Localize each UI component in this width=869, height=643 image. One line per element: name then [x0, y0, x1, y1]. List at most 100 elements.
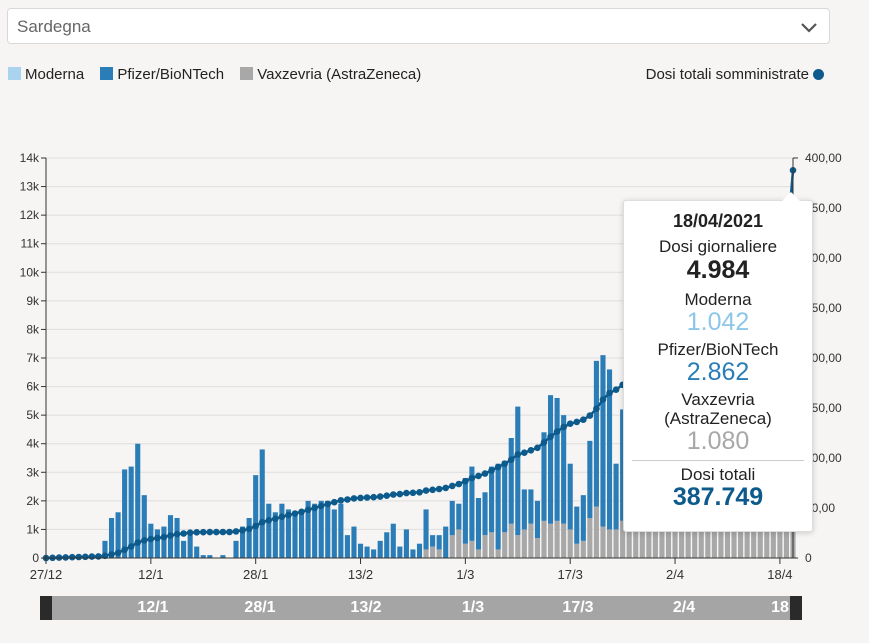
bar-pfizer-biontech — [561, 415, 567, 524]
total-doses-point — [566, 420, 574, 428]
bar-vaxzevria-astrazeneca — [679, 509, 685, 558]
chevron-down-icon[interactable] — [799, 17, 819, 37]
bar-vaxzevria-astrazeneca — [515, 535, 521, 558]
bar-pfizer-biontech — [574, 506, 580, 544]
x-tick-label: 28/1 — [243, 567, 268, 582]
y-right-tick-label: 150,00 — [805, 401, 842, 415]
legend-item-pfizer[interactable]: Pfizer/BioNTech — [100, 66, 224, 83]
total-doses-point — [114, 549, 122, 557]
total-doses-point — [272, 515, 279, 522]
legend-label-total-doses: Dosi totali somministrate — [645, 66, 809, 83]
y-left-tick-label: 13k — [20, 180, 40, 194]
bar-pfizer-biontech — [554, 398, 560, 521]
bar-pfizer-biontech — [515, 406, 521, 536]
total-doses-point — [383, 492, 391, 500]
chart-legend: Moderna Pfizer/BioNTech Vaxzevria (Astra… — [8, 66, 433, 83]
legend-item-astrazeneca[interactable]: Vaxzevria (AstraZeneca) — [240, 66, 421, 83]
bar-vaxzevria-astrazeneca — [777, 523, 783, 558]
y-left-tick-label: 3k — [26, 465, 40, 479]
bar-pfizer-biontech — [305, 500, 311, 558]
y-left-tick-label: 14k — [20, 151, 40, 165]
bar-pfizer-biontech — [357, 543, 364, 558]
bar-pfizer-biontech — [364, 546, 370, 558]
range-navigator[interactable]: 12/1 28/1 13/2 1/3 17/3 2/4 18 — [40, 596, 802, 620]
bar-vaxzevria-astrazeneca — [580, 540, 586, 558]
total-doses-point — [147, 535, 155, 543]
bar-pfizer-biontech — [246, 518, 252, 558]
total-doses-point — [501, 460, 508, 468]
total-doses-point — [586, 412, 594, 419]
bar-vaxzevria-astrazeneca — [587, 518, 593, 558]
bar-pfizer-biontech — [403, 529, 409, 558]
bar-pfizer-biontech — [567, 463, 573, 530]
total-doses-point — [265, 517, 273, 524]
bar-vaxzevria-astrazeneca — [449, 535, 455, 558]
bar-vaxzevria-astrazeneca — [757, 515, 763, 558]
total-doses-point — [422, 487, 430, 494]
total-doses-point — [258, 518, 266, 526]
bar-pfizer-biontech — [174, 518, 180, 558]
navigator-handle-right[interactable] — [790, 596, 802, 620]
bar-vaxzevria-astrazeneca — [744, 506, 750, 558]
y-left-tick-label: 11k — [21, 237, 40, 251]
bar-pfizer-biontech — [593, 360, 599, 507]
bar-vaxzevria-astrazeneca — [751, 515, 757, 558]
bar-pfizer-biontech — [272, 512, 278, 558]
total-doses-point — [121, 546, 128, 553]
region-select-value: Sardegna — [17, 17, 91, 36]
total-doses-point — [239, 527, 246, 534]
legend-item-moderna[interactable]: Moderna — [8, 66, 84, 83]
total-doses-point — [317, 502, 325, 510]
legend-item-total-doses[interactable]: Dosi totali somministrate — [646, 66, 824, 83]
bar-pfizer-biontech — [390, 523, 396, 558]
tooltip-pfizer-label: Pfizer/BioNTech — [657, 340, 779, 359]
legend-label-moderna: Moderna — [25, 66, 85, 83]
total-doses-point — [409, 489, 417, 497]
bar-pfizer-biontech — [161, 526, 167, 558]
bar-pfizer-biontech — [194, 546, 200, 558]
bar-pfizer-biontech — [502, 460, 508, 533]
bar-pfizer-biontech — [613, 463, 619, 530]
bar-pfizer-biontech — [371, 549, 377, 558]
bar-pfizer-biontech — [181, 540, 187, 558]
bar-pfizer-biontech — [154, 529, 160, 558]
bar-vaxzevria-astrazeneca — [574, 543, 580, 558]
bar-vaxzevria-astrazeneca — [698, 518, 704, 558]
bar-pfizer-biontech — [279, 503, 285, 558]
bar-vaxzevria-astrazeneca — [606, 529, 613, 558]
bar-vaxzevria-astrazeneca — [646, 518, 652, 558]
tooltip-date: 18/04/2021 — [672, 211, 764, 231]
total-doses-point — [298, 508, 305, 516]
bar-pfizer-biontech — [344, 535, 350, 558]
total-doses-point — [488, 467, 495, 474]
tooltip-daily-value: 4.984 — [686, 256, 750, 284]
total-doses-point — [455, 480, 463, 488]
bar-vaxzevria-astrazeneca — [783, 523, 790, 558]
total-doses-point — [612, 386, 620, 394]
chart-tooltip: 18/04/2021 Dosi giornaliere 4.984 Modern… — [623, 192, 813, 532]
bar-pfizer-biontech — [292, 512, 298, 558]
x-tick-label: 27/12 — [30, 567, 63, 582]
bar-pfizer-biontech — [312, 503, 318, 558]
total-doses-point — [199, 528, 207, 536]
bar-vaxzevria-astrazeneca — [770, 518, 776, 558]
bar-vaxzevria-astrazeneca — [534, 538, 541, 558]
bar-vaxzevria-astrazeneca — [764, 520, 770, 558]
region-select[interactable]: Sardegna — [7, 8, 830, 44]
total-doses-point — [462, 477, 469, 485]
bar-pfizer-biontech — [580, 495, 586, 541]
x-tick-label: 2/4 — [666, 567, 684, 582]
bar-vaxzevria-astrazeneca — [626, 512, 632, 558]
navigator-handle-left[interactable] — [40, 596, 52, 620]
total-doses-point — [448, 482, 456, 490]
bar-pfizer-biontech — [397, 546, 403, 558]
bar-pfizer-biontech — [521, 489, 527, 530]
tooltip-moderna-label: Moderna — [684, 290, 752, 309]
y-right-tick-label: 200,00 — [805, 351, 842, 365]
navigator-label: 12/1 — [137, 599, 169, 616]
bar-pfizer-biontech — [410, 549, 416, 558]
total-doses-point — [213, 528, 220, 536]
bar-vaxzevria-astrazeneca — [593, 506, 599, 558]
total-doses-point — [75, 553, 83, 561]
x-tick-label: 17/3 — [558, 567, 583, 582]
